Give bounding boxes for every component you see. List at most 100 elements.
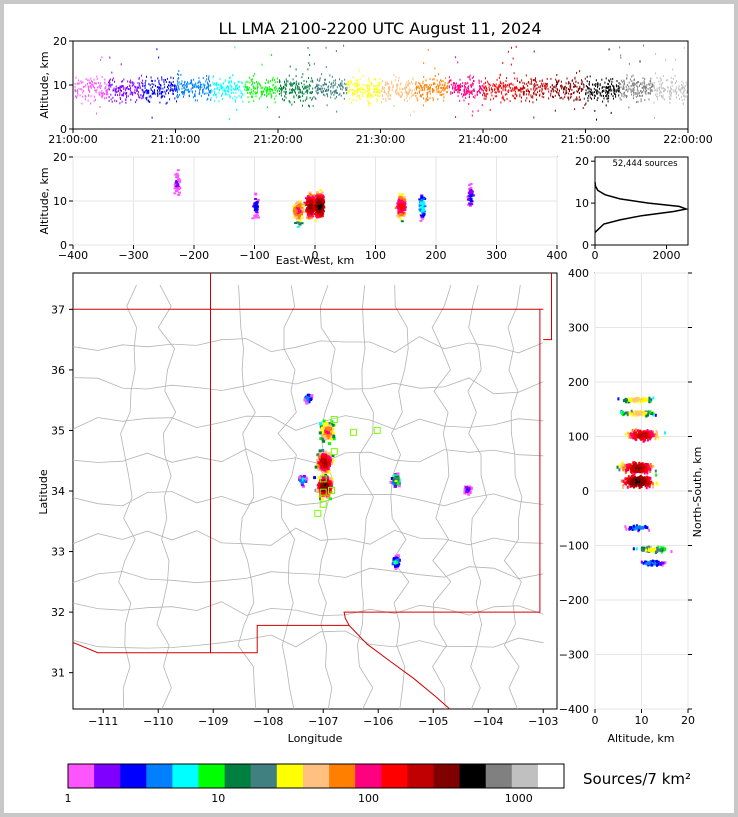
source-point [480, 88, 482, 91]
source-point [360, 90, 362, 93]
source-point [432, 78, 434, 81]
source-point [192, 84, 193, 87]
source-point [177, 82, 179, 85]
plan-cell [396, 472, 400, 476]
source-point [633, 91, 634, 94]
source-point [559, 94, 560, 97]
source-point [306, 80, 308, 83]
source-point [682, 92, 684, 95]
source-point [77, 91, 79, 94]
source-point [443, 99, 445, 102]
ns-cell [654, 437, 657, 441]
source-point [309, 83, 310, 86]
source-point [380, 82, 382, 85]
source-point [349, 89, 351, 92]
source-point [306, 98, 308, 100]
source-point [459, 83, 461, 86]
source-point [479, 86, 481, 89]
source-point [443, 84, 445, 87]
plan-view-panel: −111 −110 −109 −108 −107 −106 −105 −104 −1033132… [37, 272, 558, 745]
source-point [108, 96, 110, 98]
ew-cell [256, 199, 260, 201]
ns-cell [622, 467, 625, 471]
source-point [670, 93, 672, 96]
source-point [396, 89, 398, 92]
source-point [362, 84, 364, 87]
source-point [121, 80, 123, 83]
source-point [257, 82, 259, 85]
source-point [96, 78, 98, 81]
ew-cell [468, 199, 472, 202]
source-point [225, 89, 227, 92]
source-point [430, 86, 431, 89]
ns-cell [627, 431, 629, 435]
plan-cell [322, 455, 326, 459]
source-point [640, 82, 641, 85]
source-point [371, 84, 373, 87]
source-point [448, 85, 450, 88]
plan-cell [319, 497, 322, 501]
source-point [389, 86, 391, 89]
source-point [376, 94, 378, 97]
plan-cell [321, 459, 325, 463]
source-point [674, 89, 676, 92]
source-point [366, 90, 368, 93]
source-point [314, 97, 316, 100]
source-point [268, 85, 270, 88]
source-point [467, 76, 469, 79]
source-point [341, 88, 343, 91]
source-point [274, 81, 276, 84]
source-point [316, 78, 318, 81]
source-point [250, 88, 252, 91]
source-point [181, 91, 182, 94]
source-point [341, 82, 343, 85]
ew-cell [311, 206, 315, 209]
source-point [305, 85, 307, 88]
source-point [497, 86, 499, 89]
source-point [441, 83, 443, 86]
source-point [398, 77, 400, 79]
source-point [339, 83, 341, 86]
ns-cell [635, 400, 638, 404]
source-point [212, 76, 214, 79]
source-point [474, 94, 476, 97]
source-point [519, 93, 521, 96]
source-point [288, 74, 290, 77]
source-point [437, 98, 439, 101]
source-point [165, 81, 167, 83]
source-point [557, 93, 559, 96]
source-point [245, 86, 247, 89]
source-point [505, 89, 507, 92]
source-point [205, 80, 207, 83]
source-point [388, 90, 390, 93]
source-point [525, 74, 527, 77]
source-point [280, 90, 282, 93]
source-point [588, 90, 590, 93]
source-point [504, 93, 506, 96]
source-point [527, 84, 529, 87]
source-point [298, 83, 300, 85]
county-line [72, 491, 544, 507]
source-point [686, 83, 688, 86]
source-point [508, 85, 510, 88]
source-point [599, 94, 601, 97]
source-point [661, 83, 663, 86]
source-point [127, 95, 129, 98]
source-point [401, 93, 403, 96]
source-point [441, 94, 442, 97]
source-point [342, 85, 344, 88]
source-point [306, 92, 308, 95]
source-point [374, 78, 376, 81]
source-point [427, 98, 429, 101]
source-point [681, 80, 683, 83]
source-point [470, 85, 472, 88]
source-point [308, 104, 310, 107]
source-point [378, 81, 380, 84]
plan-cell [302, 474, 306, 478]
source-point [266, 90, 268, 93]
source-point [543, 82, 545, 85]
source-point [670, 76, 672, 79]
plan-cell [318, 461, 322, 465]
source-point [605, 89, 607, 92]
source-point [281, 87, 283, 90]
